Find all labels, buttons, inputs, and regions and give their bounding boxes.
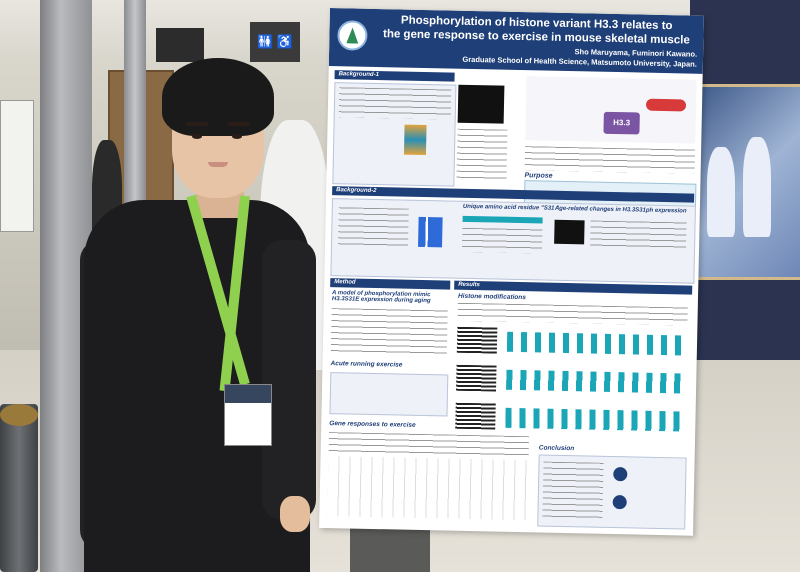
age-related-blot [554, 219, 585, 245]
research-poster: Phosphorylation of histone variant H3.3 … [319, 8, 704, 536]
conclusion-text [542, 461, 604, 519]
background-1-heatmap [403, 124, 427, 156]
h33-diagram: H3.3 [525, 76, 697, 144]
background-2-chart-1 [337, 207, 409, 249]
histone-charts [455, 326, 687, 442]
acute-heading: Acute running exercise [330, 360, 403, 369]
section-method: Method [330, 278, 451, 290]
left-eye [192, 134, 202, 139]
histone-heading: Histone modifications [457, 292, 526, 302]
poster-title: Phosphorylation of histone variant H3.3 … [375, 13, 698, 48]
adjacent-poster [0, 100, 34, 232]
background-1-panel [332, 82, 457, 187]
background-2-panel: Unique amino acid residue "S31 " Age-rel… [330, 198, 696, 284]
purpose-heading: Purpose [524, 172, 553, 180]
model-text [330, 308, 448, 357]
background-1-text [338, 87, 452, 120]
western-blot-text [456, 128, 508, 180]
conclusion-icon-2 [612, 495, 627, 510]
trash-bin-lid [0, 404, 38, 426]
conclusion-icon-1 [613, 467, 628, 482]
university-logo [337, 20, 368, 51]
histone-text [457, 302, 688, 326]
person-hand [280, 496, 310, 532]
age-related-chart [590, 220, 687, 249]
poster-header: Phosphorylation of histone variant H3.3 … [328, 8, 704, 74]
age-related-heading: Age-related changes in H3.3S31ph express… [554, 205, 687, 215]
name-badge [224, 384, 272, 446]
histone-blot-1 [456, 326, 498, 354]
restroom-sign-icon: 🚻 ♿ [257, 34, 293, 49]
room-sign [156, 28, 204, 62]
model-heading: A model of phosphorylation mimic H3.3S31… [331, 290, 431, 305]
microscopy-grid [457, 84, 505, 124]
background-2-bar-chart [418, 216, 443, 248]
histone-bars-3 [505, 407, 682, 432]
left-eyebrow [186, 122, 208, 126]
conclusion-panel [537, 454, 687, 530]
trash-bin [0, 404, 38, 572]
person-mouth [208, 162, 228, 167]
person-right-arm [262, 240, 316, 520]
right-eye [232, 134, 242, 139]
histone-blot-2 [456, 364, 497, 392]
unique-amino-heading: Unique amino acid residue "S31 " [462, 203, 559, 212]
right-eyebrow [228, 122, 250, 126]
metal-pillar-back [124, 0, 146, 220]
art-figure-1 [707, 147, 735, 237]
h33-box: H3.3 [603, 111, 640, 135]
background-right-text [524, 146, 696, 174]
histone-bars-2 [506, 369, 683, 394]
h33-arrow [645, 98, 687, 112]
microscopy-image [457, 84, 505, 124]
framed-artwork [694, 84, 800, 280]
person-hair [162, 58, 274, 136]
sequence-bar [462, 215, 543, 224]
poster-authors: Sho Maruyama, Fuminori Kawano. Graduate … [375, 43, 697, 70]
badge-header [225, 385, 271, 403]
histone-blot-3 [455, 402, 496, 430]
gene-responses-charts [327, 456, 529, 521]
section-background-1: Background-1 [334, 70, 455, 82]
art-figure-2 [743, 137, 771, 237]
sequence-text [461, 227, 543, 254]
restroom-sign: 🚻 ♿ [250, 22, 300, 62]
conclusion-heading: Conclusion [538, 444, 575, 453]
histone-bars-1 [506, 331, 684, 356]
acute-panel [329, 372, 449, 417]
gene-responses-heading: Gene responses to exercise [329, 420, 416, 429]
logo-mountain-icon [346, 27, 358, 43]
